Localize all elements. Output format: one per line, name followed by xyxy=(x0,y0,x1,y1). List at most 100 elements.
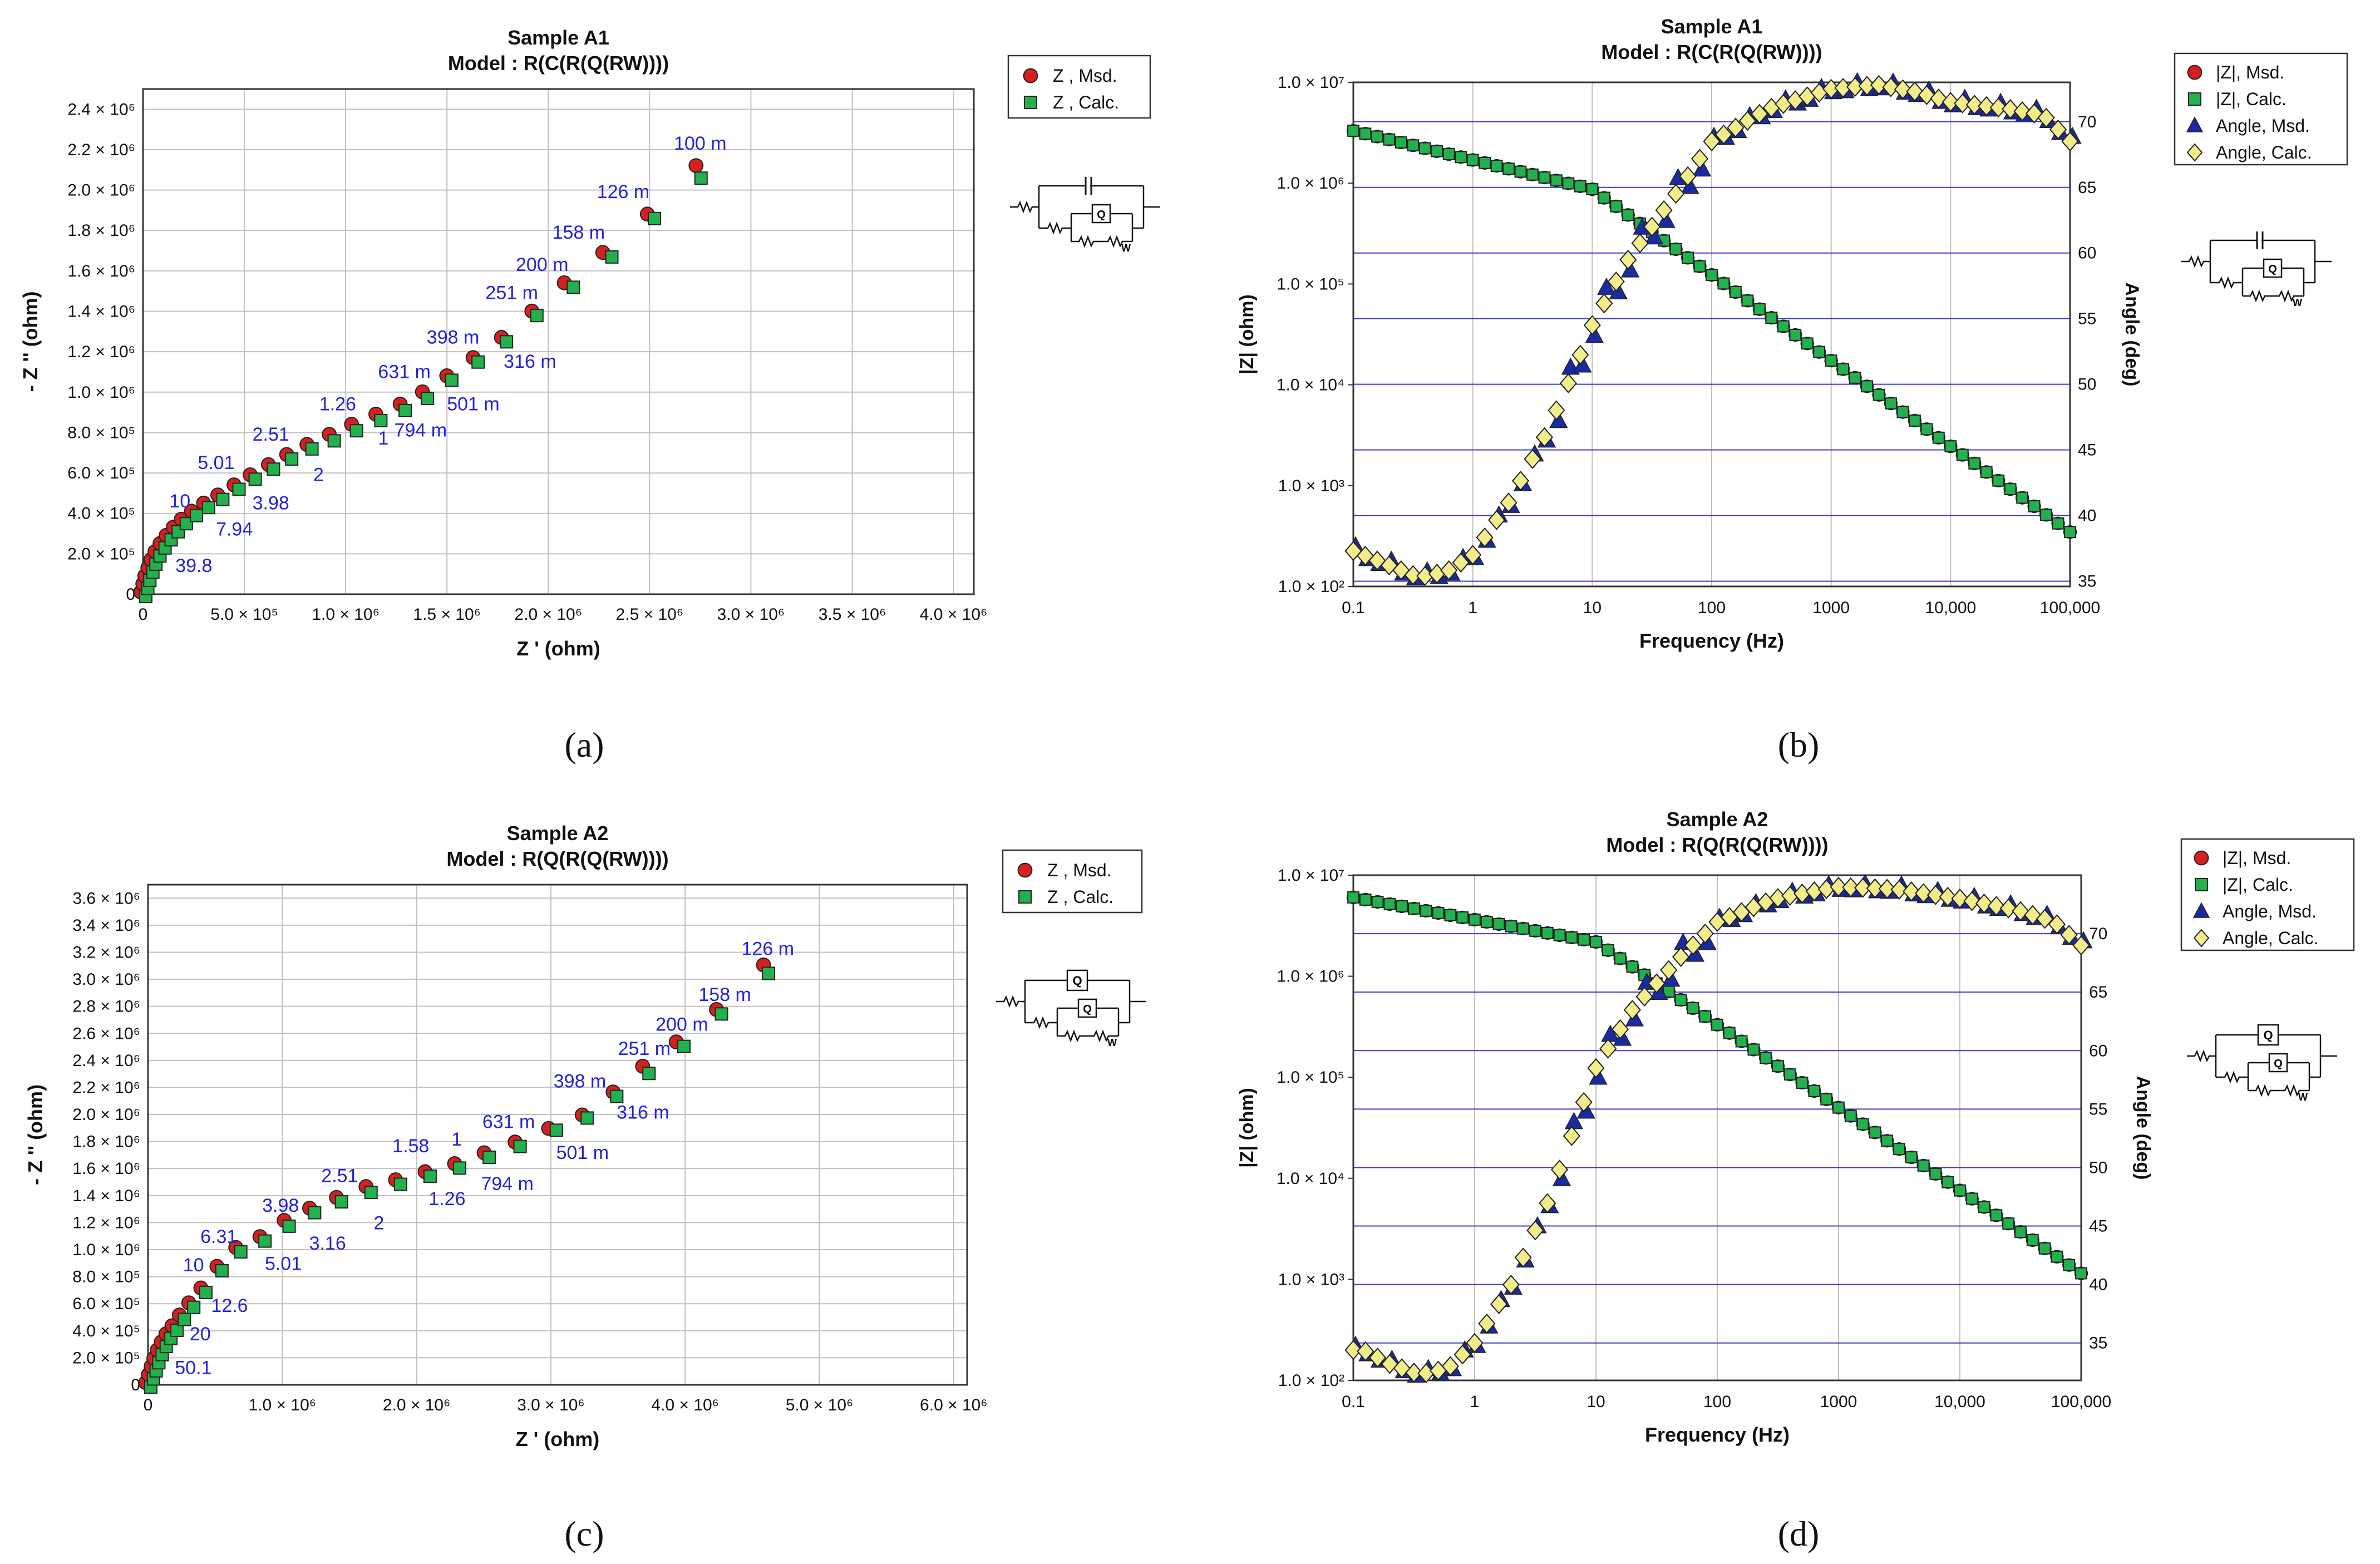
warburg-element xyxy=(2274,289,2304,303)
data-point-square xyxy=(349,424,363,438)
data-point-diamond xyxy=(1870,75,1888,95)
data-point-square xyxy=(305,442,319,456)
data-point-triangle xyxy=(1625,1009,1644,1027)
x-tick-label: 2.0 × 10⁶ xyxy=(383,1396,451,1414)
x-tick-label: 100,000 xyxy=(2040,599,2100,617)
data-point-square xyxy=(2028,500,2041,512)
frequency-annotation: 158 m xyxy=(698,984,751,1005)
warburg-element xyxy=(2279,1084,2309,1097)
data-point-square xyxy=(1469,914,1481,926)
circuit-resistor xyxy=(2210,276,2243,289)
data-point-square xyxy=(248,472,262,486)
data-point-diamond xyxy=(1738,111,1757,131)
data-point-diamond xyxy=(1559,373,1578,393)
data-point-diamond xyxy=(1987,896,2005,916)
legend-label: Z , Calc. xyxy=(1047,887,1113,907)
legend-marker-circle xyxy=(1023,68,1038,83)
frequency-annotation: 398 m xyxy=(554,1070,607,1092)
data-point-diamond xyxy=(1583,315,1601,336)
y-tick-label: 8.0 × 10⁵ xyxy=(72,1268,140,1286)
data-point-diamond xyxy=(2061,131,2079,152)
data-point-square xyxy=(1706,269,1718,281)
frequency-annotation: 50.1 xyxy=(175,1358,211,1379)
data-point-square xyxy=(170,1323,184,1337)
data-point-diamond xyxy=(1441,1356,1460,1376)
chart-title: Sample A1 xyxy=(507,26,609,49)
chart-subtitle: Model : R(C(R(Q(RW)))) xyxy=(1601,41,1822,63)
data-point-square xyxy=(1347,125,1359,137)
x-axis-title: Frequency (Hz) xyxy=(1639,629,1784,652)
y-tick-label: 1.0 × 10⁴ xyxy=(1277,376,1344,394)
data-point-diamond xyxy=(1405,1363,1423,1383)
data-point-square xyxy=(1980,466,1993,478)
cpe-letter: Q xyxy=(2263,1028,2273,1042)
frequency-annotation: 794 m xyxy=(481,1173,534,1195)
data-point-square xyxy=(1844,1109,1857,1122)
data-point-diamond xyxy=(1727,117,1745,138)
legend-label: |Z|, Calc. xyxy=(2223,875,2293,895)
data-point-diamond xyxy=(1975,893,1993,914)
data-point-diamond xyxy=(1440,560,1458,581)
equivalent-circuit-diagram: QW xyxy=(2181,231,2332,308)
data-point-square xyxy=(1717,277,1730,290)
data-point-square xyxy=(1371,896,1384,908)
y-tick-label: 8.0 × 10⁵ xyxy=(67,423,135,442)
data-point-square xyxy=(1777,320,1790,333)
data-point-square xyxy=(1492,917,1505,930)
data-point-diamond xyxy=(1942,92,1959,112)
data-point-square xyxy=(2040,509,2052,521)
legend-box xyxy=(2180,838,2355,951)
data-point-square xyxy=(1849,372,1861,384)
y-tick-label: 1.8 × 10⁶ xyxy=(72,1133,140,1151)
y-tick-label: 2.2 × 10⁶ xyxy=(67,141,135,159)
data-point-square xyxy=(215,1264,229,1278)
x-tick-label: 100 xyxy=(1698,599,1726,617)
y-tick-label: 4.0 × 10⁵ xyxy=(72,1322,140,1340)
data-point-diamond xyxy=(1487,510,1506,530)
y-tick-label: 2.0 × 10⁵ xyxy=(67,545,135,563)
data-point-square xyxy=(1407,139,1420,152)
data-point-square xyxy=(715,1007,728,1021)
x-tick-label: 1 xyxy=(1468,599,1477,617)
y-tick-label: 3.2 × 10⁶ xyxy=(72,943,140,961)
data-point-square xyxy=(1586,183,1599,195)
frequency-annotation: 2.51 xyxy=(253,424,289,445)
legend-marker-diamond xyxy=(2193,929,2210,948)
x-tick-label: 1.0 × 10⁶ xyxy=(312,605,380,624)
data-point-diamond xyxy=(1866,878,1884,899)
y-tick-label: 2.4 × 10⁶ xyxy=(72,1052,140,1070)
frequency-annotation: 1.58 xyxy=(392,1136,429,1157)
data-point-square xyxy=(234,1245,248,1259)
y-tick-label: 1.0 × 10⁵ xyxy=(1277,1068,1344,1087)
data-point-diamond xyxy=(1954,93,1972,114)
x-tick-label: 10,000 xyxy=(1934,1393,1985,1411)
y-tick-label: 1.2 × 10⁶ xyxy=(67,343,135,361)
legend-label: |Z|, Msd. xyxy=(2216,62,2284,82)
data-point-diamond xyxy=(1684,935,1702,955)
data-point-square xyxy=(327,434,341,448)
chart-title: Sample A2 xyxy=(507,822,609,845)
data-point-square xyxy=(1820,1093,1833,1106)
x-tick-label: 3.0 × 10⁶ xyxy=(517,1396,585,1414)
data-point-square xyxy=(285,452,299,466)
x-tick-label: 1000 xyxy=(1812,599,1850,617)
data-point-square xyxy=(1444,909,1457,921)
frequency-annotation: 2 xyxy=(373,1213,384,1234)
data-point-square xyxy=(1942,1176,1954,1188)
frequency-annotation: 100 m xyxy=(674,133,727,154)
x-tick-label: 5.0 × 10⁶ xyxy=(786,1396,854,1414)
data-point-square xyxy=(1610,200,1623,213)
frequency-annotation: 200 m xyxy=(656,1014,708,1035)
data-point-square xyxy=(1490,160,1503,172)
data-point-diamond xyxy=(1550,1160,1569,1180)
data-point-diamond xyxy=(1453,1344,1471,1365)
data-point-diamond xyxy=(1906,81,1924,102)
data-point-square xyxy=(1837,363,1850,376)
data-point-diamond xyxy=(1575,1092,1593,1112)
data-point-square xyxy=(1431,145,1443,157)
data-point-square xyxy=(1825,354,1837,367)
data-point-square xyxy=(1550,174,1563,187)
data-point-square xyxy=(580,1111,594,1125)
y-tick-label: 1.0 × 10⁵ xyxy=(1277,275,1344,293)
